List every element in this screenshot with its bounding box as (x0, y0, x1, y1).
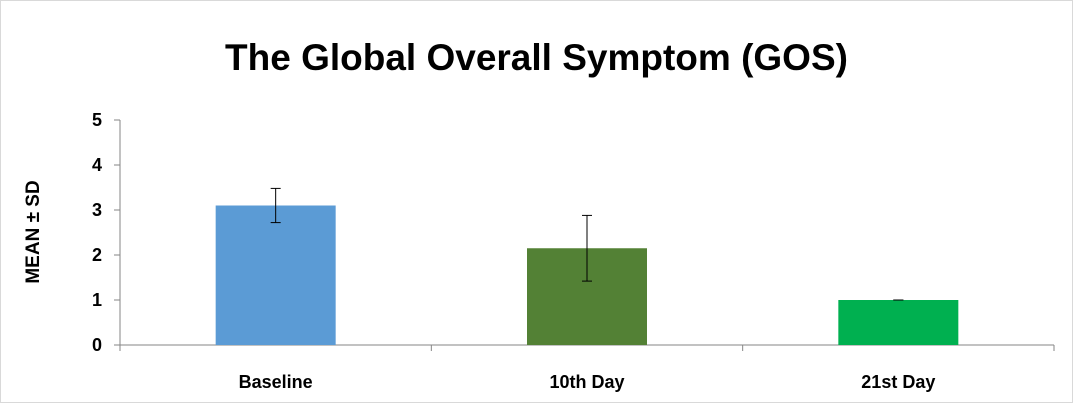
bar-baseline (215, 205, 336, 345)
y-tick-label: 3 (92, 200, 102, 220)
x-category-label: Baseline (239, 372, 313, 392)
error-bars (270, 187, 904, 301)
y-tick-label: 0 (92, 335, 102, 355)
y-tick-label: 2 (92, 245, 102, 265)
y-axis-title-group: MEAN ± SD (23, 180, 44, 283)
x-category-label: 21st Day (861, 372, 935, 392)
y-axis-title: MEAN ± SD (23, 180, 44, 283)
x-category-label: 10th Day (549, 372, 624, 392)
y-tick-label: 1 (92, 290, 102, 310)
y-tick-label: 5 (92, 110, 102, 130)
y-tick-label: 4 (92, 155, 102, 175)
bars (215, 205, 959, 345)
chart-title: The Global Overall Symptom (GOS) (225, 37, 848, 78)
bar-21st-day (838, 300, 959, 345)
labels: 0 1 2 3 4 5 Baseline 10th Day 21st Day (92, 110, 935, 392)
